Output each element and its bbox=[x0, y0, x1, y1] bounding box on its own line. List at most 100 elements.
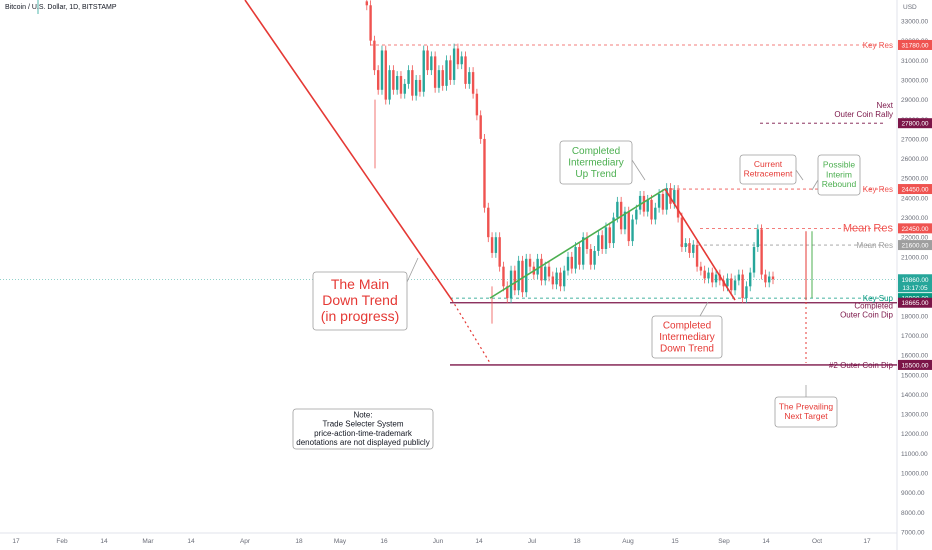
candle-body bbox=[661, 193, 665, 210]
candle-body bbox=[449, 60, 452, 80]
candle-body bbox=[676, 190, 680, 218]
price-tag bbox=[898, 297, 932, 308]
candle-body bbox=[764, 274, 767, 283]
y-tick-label: 8000.00 bbox=[901, 510, 925, 517]
candle-body bbox=[699, 266, 703, 271]
callout-pointer bbox=[406, 257, 419, 283]
candle-body bbox=[688, 243, 691, 253]
candle-body bbox=[733, 280, 737, 291]
candle-body bbox=[665, 188, 668, 210]
x-tick-label: Mar bbox=[142, 538, 154, 545]
candle-body bbox=[517, 260, 520, 291]
candle-body bbox=[593, 250, 596, 265]
callout-pointer bbox=[631, 159, 646, 181]
level-name-label: Mean Res bbox=[843, 222, 894, 234]
x-tick-label: 14 bbox=[187, 538, 195, 545]
candle-body bbox=[657, 193, 661, 208]
candle-body bbox=[460, 56, 463, 65]
candle-body bbox=[468, 72, 471, 84]
candle-body bbox=[430, 56, 433, 71]
candle-body bbox=[540, 258, 543, 281]
y-tick-label: 30000.00 bbox=[901, 77, 928, 84]
candle-body bbox=[452, 48, 456, 80]
annotation-text: (in progress) bbox=[321, 308, 400, 324]
candle-body bbox=[714, 274, 718, 283]
candle-body bbox=[581, 237, 585, 265]
candle-body bbox=[392, 70, 395, 90]
y-tick-label: 9000.00 bbox=[901, 490, 925, 497]
chart-title: Bitcoin / U.S. Dollar, 1D, BITSTAMP bbox=[5, 4, 117, 11]
candle-body bbox=[483, 138, 486, 208]
candle-body bbox=[479, 115, 482, 139]
price-tag bbox=[898, 274, 932, 285]
candle-body bbox=[536, 258, 539, 275]
candle-body bbox=[555, 272, 558, 285]
annotation-box bbox=[817, 154, 861, 196]
y-tick-label: 12000.00 bbox=[901, 431, 928, 438]
price-tag bbox=[898, 184, 932, 195]
intermediary-down-trend-line bbox=[664, 188, 736, 301]
candle-body bbox=[631, 219, 634, 242]
y-tick-label: 26000.00 bbox=[901, 156, 928, 163]
y-tick-label: 14000.00 bbox=[901, 392, 928, 399]
x-tick-label: Sep bbox=[718, 538, 730, 545]
candle-body bbox=[559, 272, 562, 287]
currency-label: USD bbox=[903, 4, 917, 11]
candle-body bbox=[612, 217, 615, 244]
price-tag bbox=[898, 39, 932, 50]
candle-body bbox=[771, 276, 775, 280]
price-tag bbox=[898, 240, 932, 251]
price-tag bbox=[898, 118, 932, 129]
candle-body bbox=[395, 76, 399, 90]
candle-body bbox=[627, 211, 630, 242]
level-name-label: Key Res bbox=[863, 41, 893, 50]
candle-body bbox=[506, 286, 509, 299]
candle-body bbox=[369, 5, 372, 41]
x-tick-label: Oct bbox=[812, 538, 822, 545]
candle-body bbox=[418, 79, 422, 92]
candle-body bbox=[635, 209, 638, 220]
candle-body bbox=[487, 207, 490, 238]
price-tag-label: 22450.00 bbox=[901, 226, 928, 233]
candle-body bbox=[376, 70, 380, 90]
candle-body bbox=[578, 247, 581, 265]
candle-body bbox=[707, 272, 710, 279]
candle-body bbox=[737, 274, 741, 281]
x-tick-label: 18 bbox=[573, 538, 581, 545]
annotation-text: Completed bbox=[663, 320, 711, 331]
candle-body bbox=[768, 276, 771, 283]
y-tick-label: 7000.00 bbox=[901, 530, 925, 537]
annotation-text: Current bbox=[754, 159, 783, 169]
candle-body bbox=[711, 272, 714, 283]
candle-body bbox=[528, 258, 532, 267]
price-tag bbox=[898, 282, 932, 293]
annotation-box bbox=[651, 315, 723, 359]
x-tick-label: 17 bbox=[12, 538, 20, 545]
price-tag-label: 18665.00 bbox=[901, 300, 928, 307]
candle-body bbox=[551, 276, 555, 285]
price-tag bbox=[898, 359, 932, 370]
price-tag-label: 15500.00 bbox=[901, 362, 928, 369]
x-tick-label: 17 bbox=[863, 538, 871, 545]
level-name-label: Key Sup bbox=[863, 294, 894, 303]
candle-body bbox=[475, 93, 479, 116]
main-down-trend-projection bbox=[451, 299, 491, 364]
candle-body bbox=[445, 60, 448, 86]
annotation-text: Possible bbox=[823, 160, 855, 170]
candle-body bbox=[456, 48, 460, 65]
candle-body bbox=[570, 256, 573, 269]
annotation-text: Next Target bbox=[784, 411, 828, 421]
callout-pointer bbox=[699, 301, 709, 317]
annotation-box bbox=[292, 408, 434, 450]
level-name-label: Completed bbox=[854, 302, 893, 311]
price-tag-label: 31780.00 bbox=[901, 42, 928, 49]
level-name-label: Mean Res bbox=[857, 241, 893, 250]
candle-body bbox=[692, 245, 695, 253]
y-tick-label: 25000.00 bbox=[901, 176, 928, 183]
annotation-box bbox=[774, 396, 838, 428]
candle-body bbox=[574, 247, 577, 269]
candle-body bbox=[749, 272, 752, 287]
price-tag-label: 13:17:05 bbox=[902, 285, 928, 292]
candle-body bbox=[684, 243, 687, 248]
